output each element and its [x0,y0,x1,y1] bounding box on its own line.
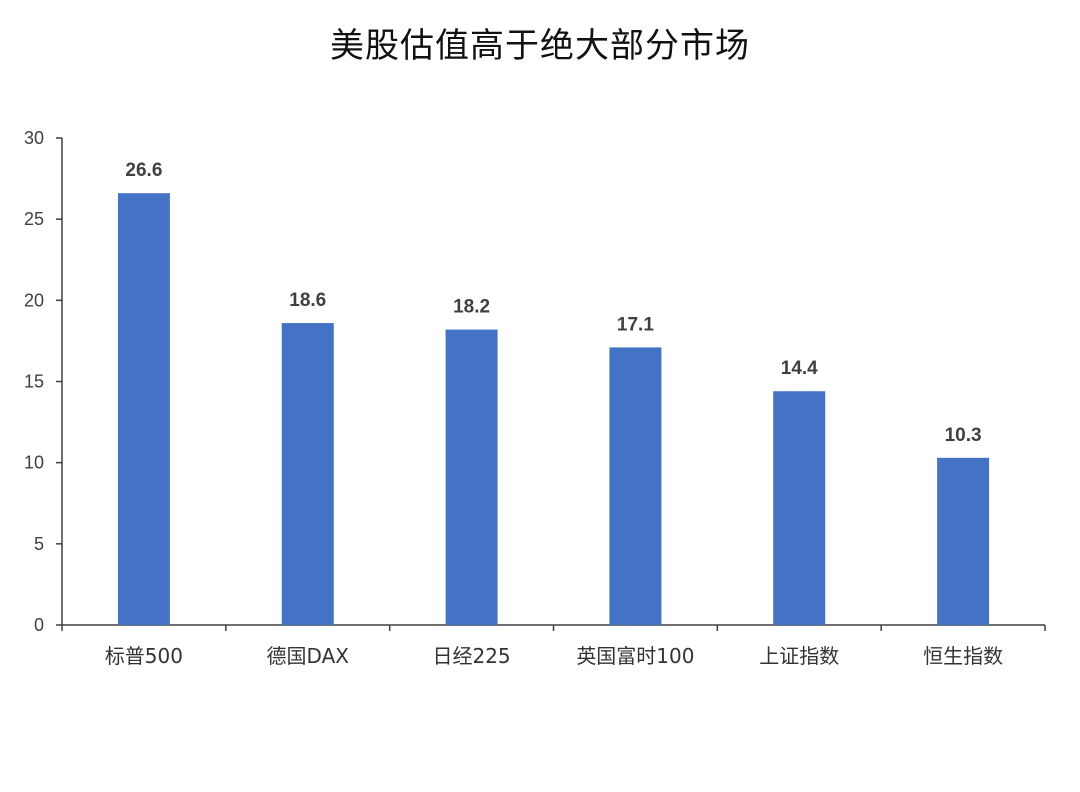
bar [937,457,990,625]
labels: 0 5 10 15 20 25 30 26.6 标普500 18.6 德国DAX 18.2 日经225 1… [24,128,1003,668]
bar [609,347,662,625]
bar [117,193,170,625]
y-tick-label: 20 [24,290,44,310]
chart-title: 美股估值高于绝大部分市场 [330,26,750,66]
y-tick-label: 25 [24,209,44,229]
x-tick-label: 日经225 [432,644,510,668]
data-label: 18.6 [289,290,326,311]
y-tick-label: 0 [34,615,44,635]
data-label: 26.6 [125,160,162,181]
bar [445,329,498,625]
y-tick-label: 10 [24,453,44,473]
y-tick-label: 15 [24,372,44,392]
axes [56,137,1046,631]
bar [773,391,826,625]
data-label: 17.1 [617,314,654,335]
y-tick-label: 30 [24,128,44,148]
data-label: 14.4 [781,358,818,379]
data-label: 10.3 [945,425,982,446]
bar [281,323,334,625]
x-tick-label: 恒生指数 [923,644,1003,668]
x-tick-label: 英国富时100 [576,644,694,668]
x-tick-label: 标普500 [105,644,183,668]
bars [117,193,990,625]
data-label: 18.2 [453,297,490,318]
x-tick-label: 上证指数 [759,644,839,668]
y-tick-label: 5 [34,534,44,554]
x-tick-label: 德国DAX [267,644,350,668]
